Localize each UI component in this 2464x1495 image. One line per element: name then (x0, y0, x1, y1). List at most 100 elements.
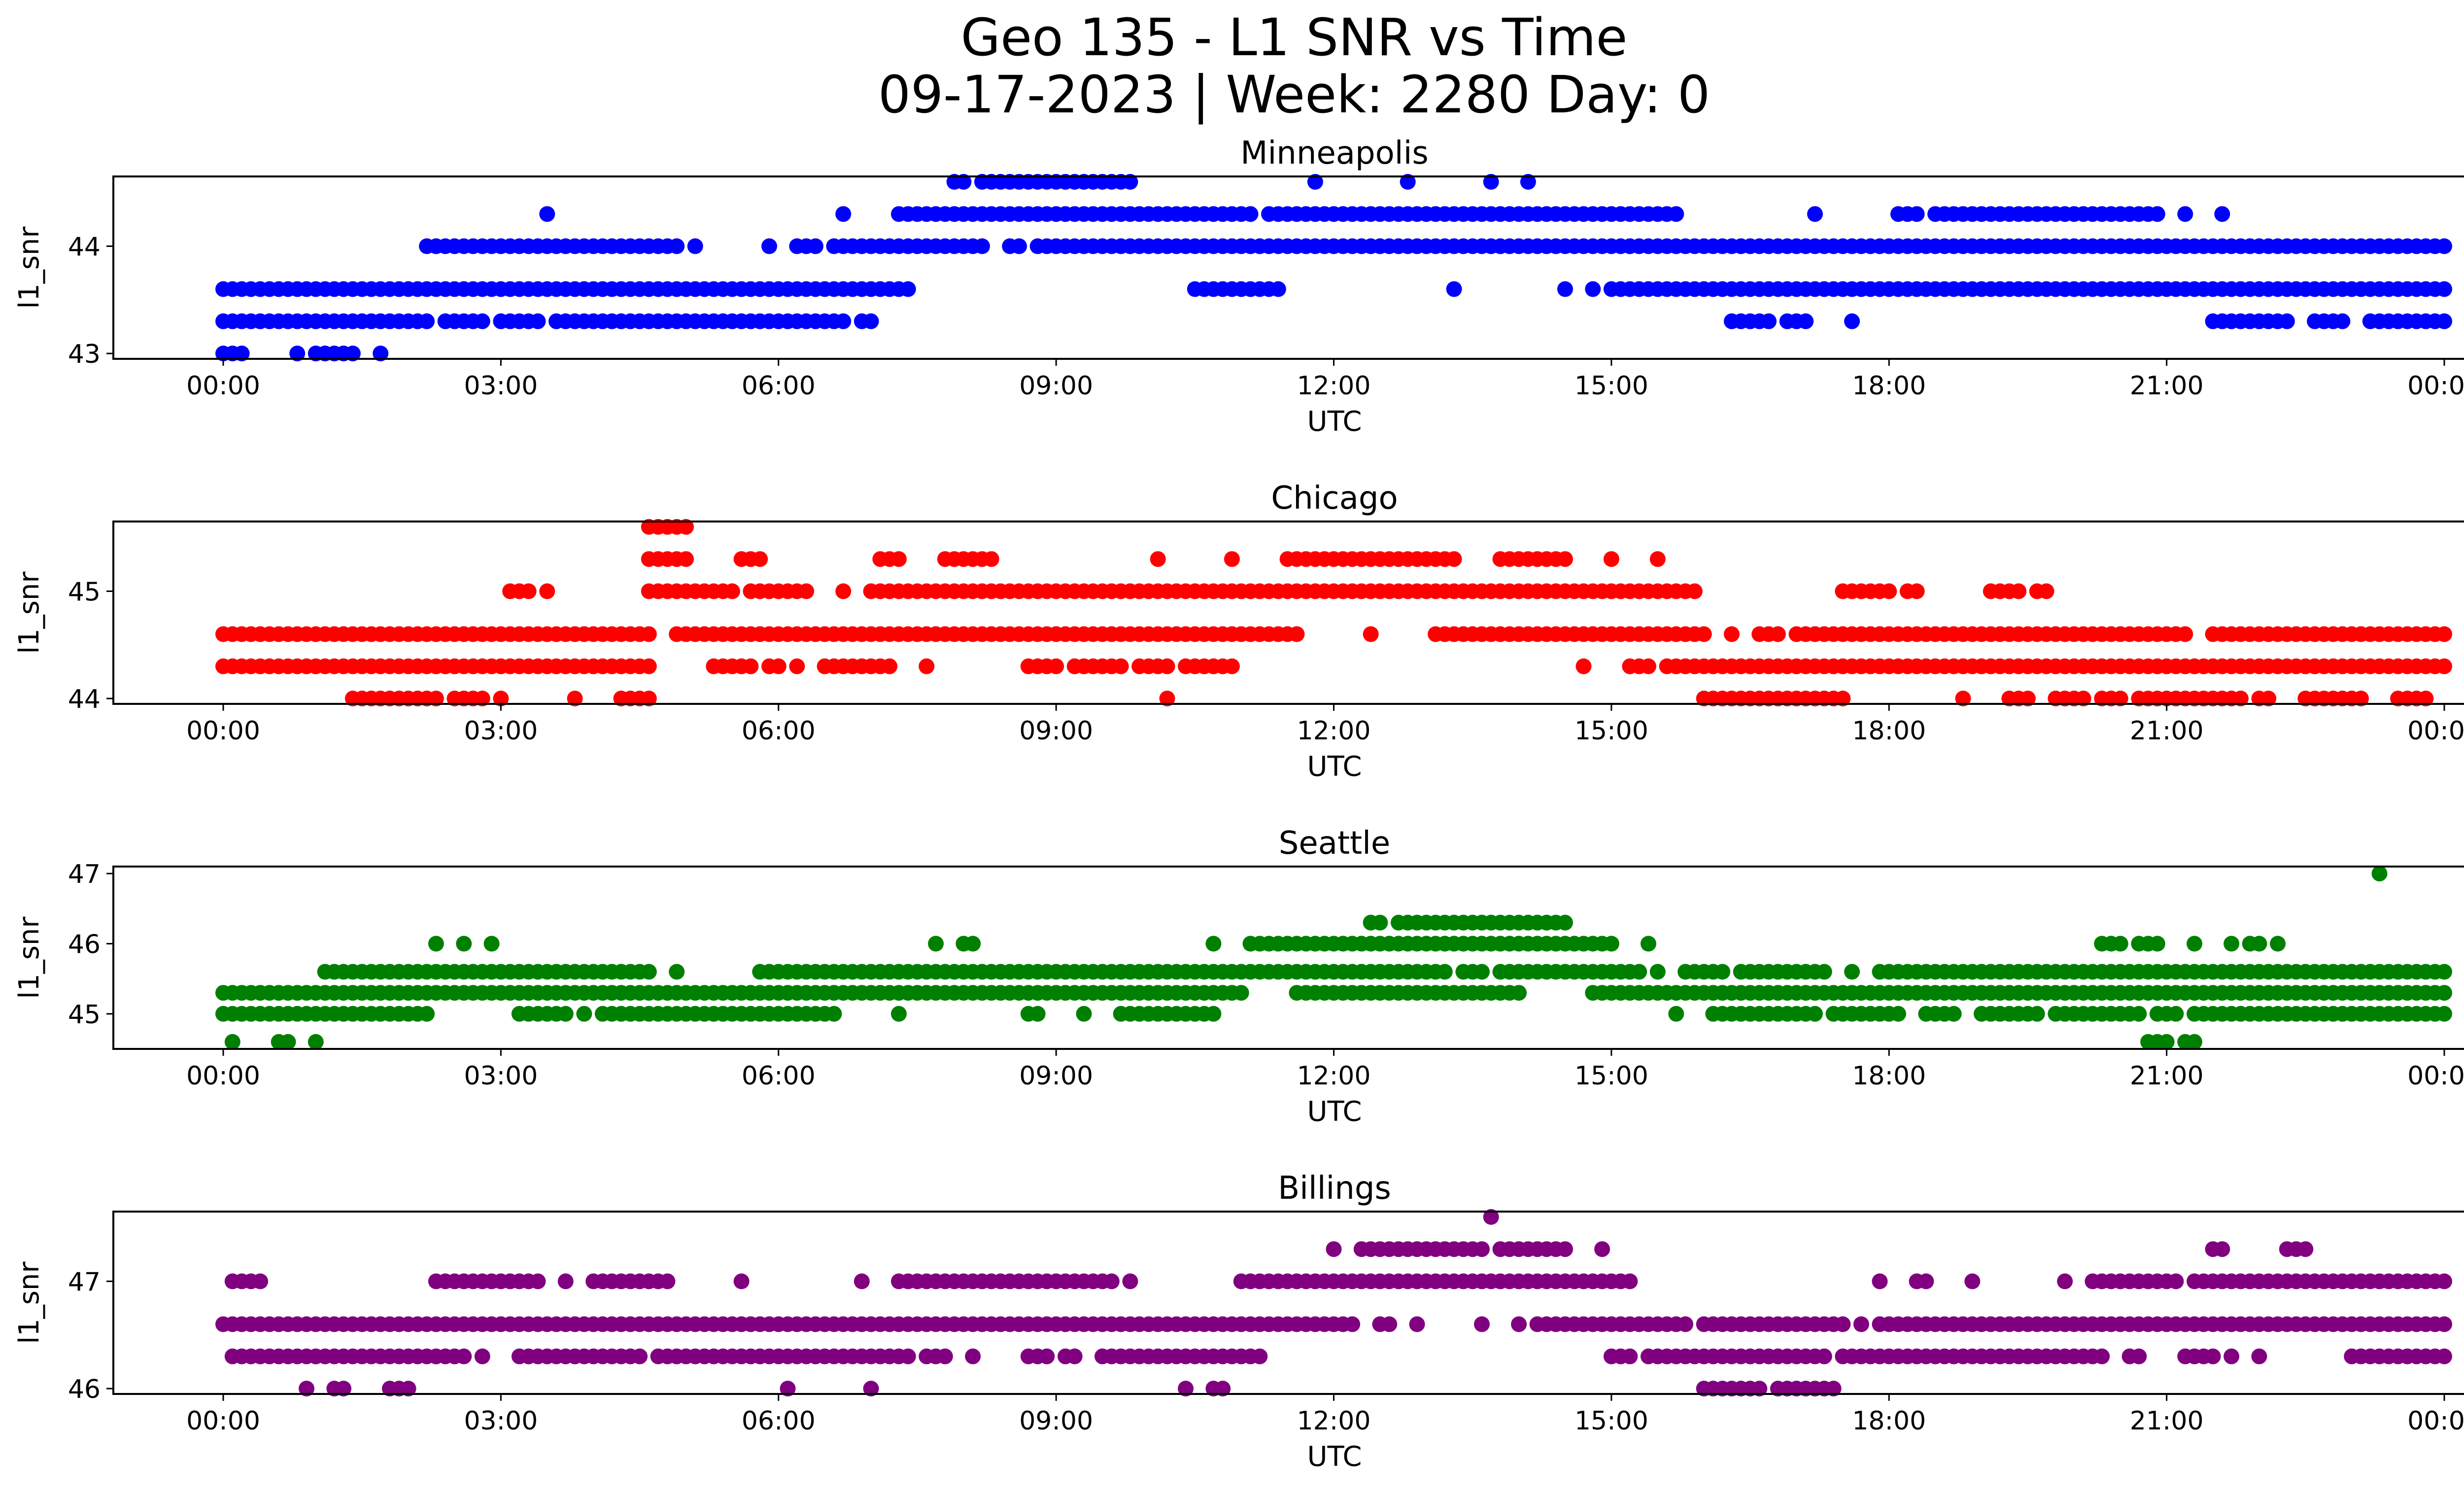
minneapolis-point (1761, 313, 1777, 329)
billings-point (2436, 1348, 2452, 1364)
billings-point (1409, 1316, 1425, 1332)
billings-point (733, 1273, 750, 1289)
chicago-point (2418, 691, 2434, 707)
seattle-point (1714, 964, 1731, 980)
chicago-point (539, 583, 555, 599)
minneapolis-point (974, 238, 990, 254)
seattle-subplot-title: Seattle (1279, 825, 1391, 862)
minneapolis-x-tick-label: 21:00 (2130, 371, 2204, 401)
minneapolis-point (1668, 206, 1684, 222)
seattle-point (1029, 1006, 1046, 1022)
minneapolis-point (539, 206, 555, 222)
billings-point (1964, 1273, 1981, 1289)
billings-y-tick-label: 46 (68, 1375, 101, 1404)
chicago-point (1575, 658, 1592, 674)
billings-point (2131, 1348, 2147, 1364)
seattle-x-tick-label: 18:00 (1852, 1061, 1926, 1091)
chicago-point (1289, 626, 1305, 642)
chicago-point (1048, 658, 1064, 674)
seattle-point (2436, 985, 2452, 1001)
chicago-point (1159, 658, 1175, 674)
billings-x-tick-label: 03:00 (464, 1406, 538, 1436)
billings-point (336, 1381, 352, 1397)
chicago-point (724, 583, 740, 599)
billings-point (1594, 1241, 1610, 1257)
chicago-point (1113, 658, 1129, 674)
figure-title-line2: 09-17-2023 | Week: 2280 Day: 0 (878, 65, 1710, 125)
seattle-x-tick-label: 21:00 (2130, 1061, 2204, 1091)
seattle-point (1816, 964, 1832, 980)
seattle-point (280, 1034, 296, 1050)
minneapolis-point (1122, 174, 1138, 190)
chicago-point (2353, 691, 2369, 707)
minneapolis-point (474, 313, 490, 329)
minneapolis-x-tick-label: 00:00 (186, 371, 260, 401)
chicago-point (1224, 658, 1240, 674)
minneapolis-scatter-points (215, 174, 2452, 362)
figure-title-line1: Geo 135 - L1 SNR vs Time (960, 7, 1627, 68)
seattle-point (826, 1006, 842, 1022)
seattle-point (641, 964, 657, 980)
billings-point (1557, 1241, 1573, 1257)
billings-point (2205, 1348, 2221, 1364)
chicago-point (752, 551, 768, 567)
seattle-scatter-points (215, 866, 2452, 1050)
billings-point (1474, 1316, 1490, 1332)
seattle-point (1205, 1006, 1222, 1022)
minneapolis-point (234, 346, 250, 362)
chicago-point (678, 551, 694, 567)
minneapolis-point (1798, 313, 1814, 329)
chicago-point (2436, 626, 2452, 642)
chicago-point (1955, 691, 1971, 707)
billings-point (1122, 1273, 1138, 1289)
minneapolis-point (1270, 281, 1286, 297)
chicago-point (2075, 691, 2091, 707)
minneapolis-point (1446, 281, 1462, 297)
billings-point (2436, 1316, 2452, 1332)
billings-point (1103, 1273, 1120, 1289)
billings-point (1677, 1316, 1694, 1332)
billings-point (2436, 1273, 2452, 1289)
billings-x-tick-label: 00:00 (186, 1406, 260, 1436)
seattle-point (965, 936, 981, 952)
billings-point (2168, 1273, 2184, 1289)
seattle-point (1205, 936, 1222, 952)
billings-point (456, 1348, 472, 1364)
minneapolis-point (1557, 281, 1573, 297)
seattle-point (1437, 964, 1453, 980)
minneapolis-x-tick-label: 12:00 (1297, 371, 1371, 401)
billings-point (1066, 1348, 1083, 1364)
chicago-point (835, 583, 852, 599)
minneapolis-point (2279, 313, 2295, 329)
seattle-y-tick-label: 45 (68, 1000, 101, 1030)
billings-point (1816, 1348, 1832, 1364)
minneapolis-point (761, 238, 777, 254)
billings-point (1825, 1381, 1842, 1397)
billings-x-axis-label: UTC (1307, 1441, 1362, 1473)
minneapolis-point (2334, 313, 2351, 329)
chicago-point (1363, 626, 1379, 642)
chicago-point (770, 658, 787, 674)
chicago-point (493, 691, 509, 707)
subplot-minneapolis: Minneapolis 00:00 03:00 06:00 09:00 12:00 15:0… (13, 135, 2464, 438)
seattle-y-tick-label: 46 (68, 930, 101, 960)
billings-point (1835, 1316, 1851, 1332)
seattle-point (308, 1034, 324, 1050)
seattle-x-tick-label: 00:00 (2407, 1061, 2464, 1091)
seattle-point (1557, 914, 1573, 931)
chicago-x-tick-label: 21:00 (2130, 716, 2204, 746)
chicago-x-tick-label: 09:00 (1019, 716, 1093, 746)
chicago-point (1686, 583, 1703, 599)
chicago-y-tick-label: 45 (68, 577, 101, 607)
seattle-point (1474, 964, 1490, 980)
chicago-x-tick-label: 18:00 (1852, 716, 1926, 746)
billings-point (659, 1273, 676, 1289)
chicago-point (567, 691, 583, 707)
chicago-point (2011, 583, 2027, 599)
billings-point (252, 1273, 269, 1289)
chicago-x-axis-label: UTC (1307, 751, 1362, 783)
chicago-point (2260, 691, 2277, 707)
minneapolis-point (419, 313, 435, 329)
seattle-point (890, 1006, 907, 1022)
